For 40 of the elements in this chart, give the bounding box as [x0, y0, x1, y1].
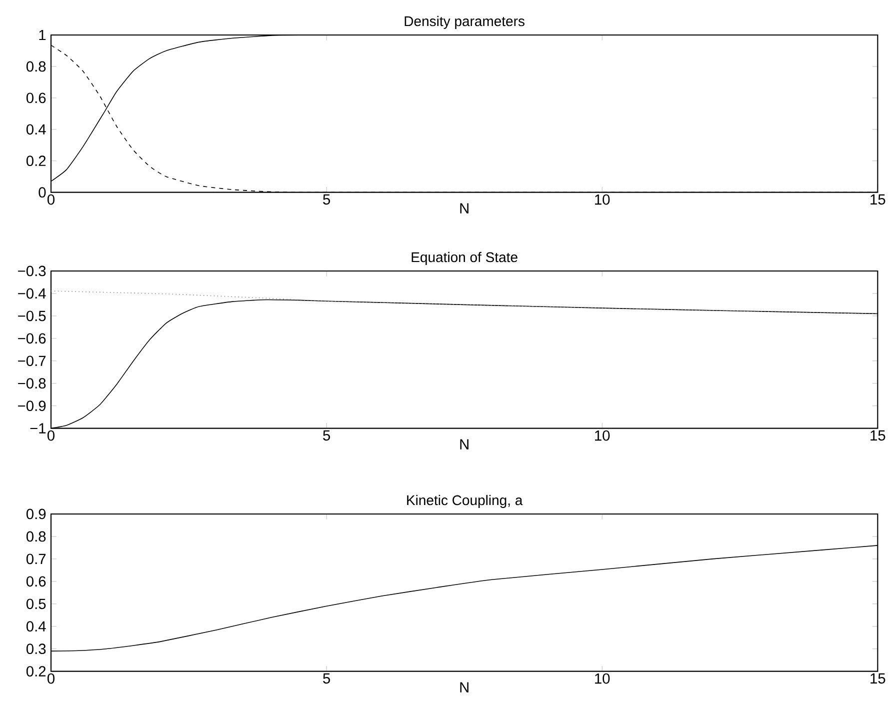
x-tick-label: 5	[323, 194, 330, 205]
y-tick-label: 0.4	[26, 621, 46, 632]
x-tick-label: 10	[595, 194, 610, 205]
x-tick-label: 5	[323, 430, 330, 441]
y-tick-label: 0.2	[26, 156, 46, 166]
x-axis-title: N	[460, 203, 468, 214]
y-tick-label: 0.7	[26, 554, 46, 564]
x-axis-title: N	[460, 439, 468, 450]
y-tick-label: −1	[30, 423, 46, 434]
y-tick-label: −0.7	[18, 356, 46, 366]
x-tick-label: 15	[870, 673, 886, 684]
x-tick-label: 10	[595, 430, 610, 441]
y-tick-label: −0.3	[18, 266, 46, 276]
chart-title: Density parameters	[404, 16, 524, 29]
x-tick-label: 15	[870, 430, 886, 441]
x-tick-label: 0	[47, 430, 54, 441]
y-tick-label: 0.9	[26, 508, 46, 520]
x-tick-label: 5	[323, 673, 330, 684]
chart-title: Kinetic Coupling, a	[407, 494, 523, 508]
x-tick-label: 15	[870, 194, 886, 205]
x-tick-label: 10	[595, 673, 610, 684]
y-tick-label: 0.2	[26, 666, 46, 677]
x-tick-label: 0	[47, 673, 54, 684]
y-tick-label: 0.3	[26, 644, 46, 654]
y-tick-label: 0.4	[26, 124, 46, 135]
y-tick-label: 0.8	[26, 61, 46, 72]
x-tick-label: 0	[47, 194, 54, 205]
y-tick-label: −0.9	[18, 400, 46, 412]
y-tick-label: 0.6	[26, 92, 46, 104]
x-axis-title: N	[460, 682, 468, 692]
y-tick-label: 0.5	[26, 598, 46, 610]
y-tick-label: 0	[38, 187, 46, 198]
y-tick-label: −0.6	[18, 333, 46, 344]
y-tick-label: 1	[39, 30, 46, 40]
chart-title: Equation of State	[412, 252, 518, 265]
y-tick-label: −0.4	[18, 288, 46, 299]
y-tick-label: −0.8	[18, 378, 46, 389]
y-tick-label: 0.6	[26, 576, 46, 587]
y-tick-label: −0.5	[18, 310, 46, 322]
y-tick-label: 0.8	[26, 531, 46, 542]
